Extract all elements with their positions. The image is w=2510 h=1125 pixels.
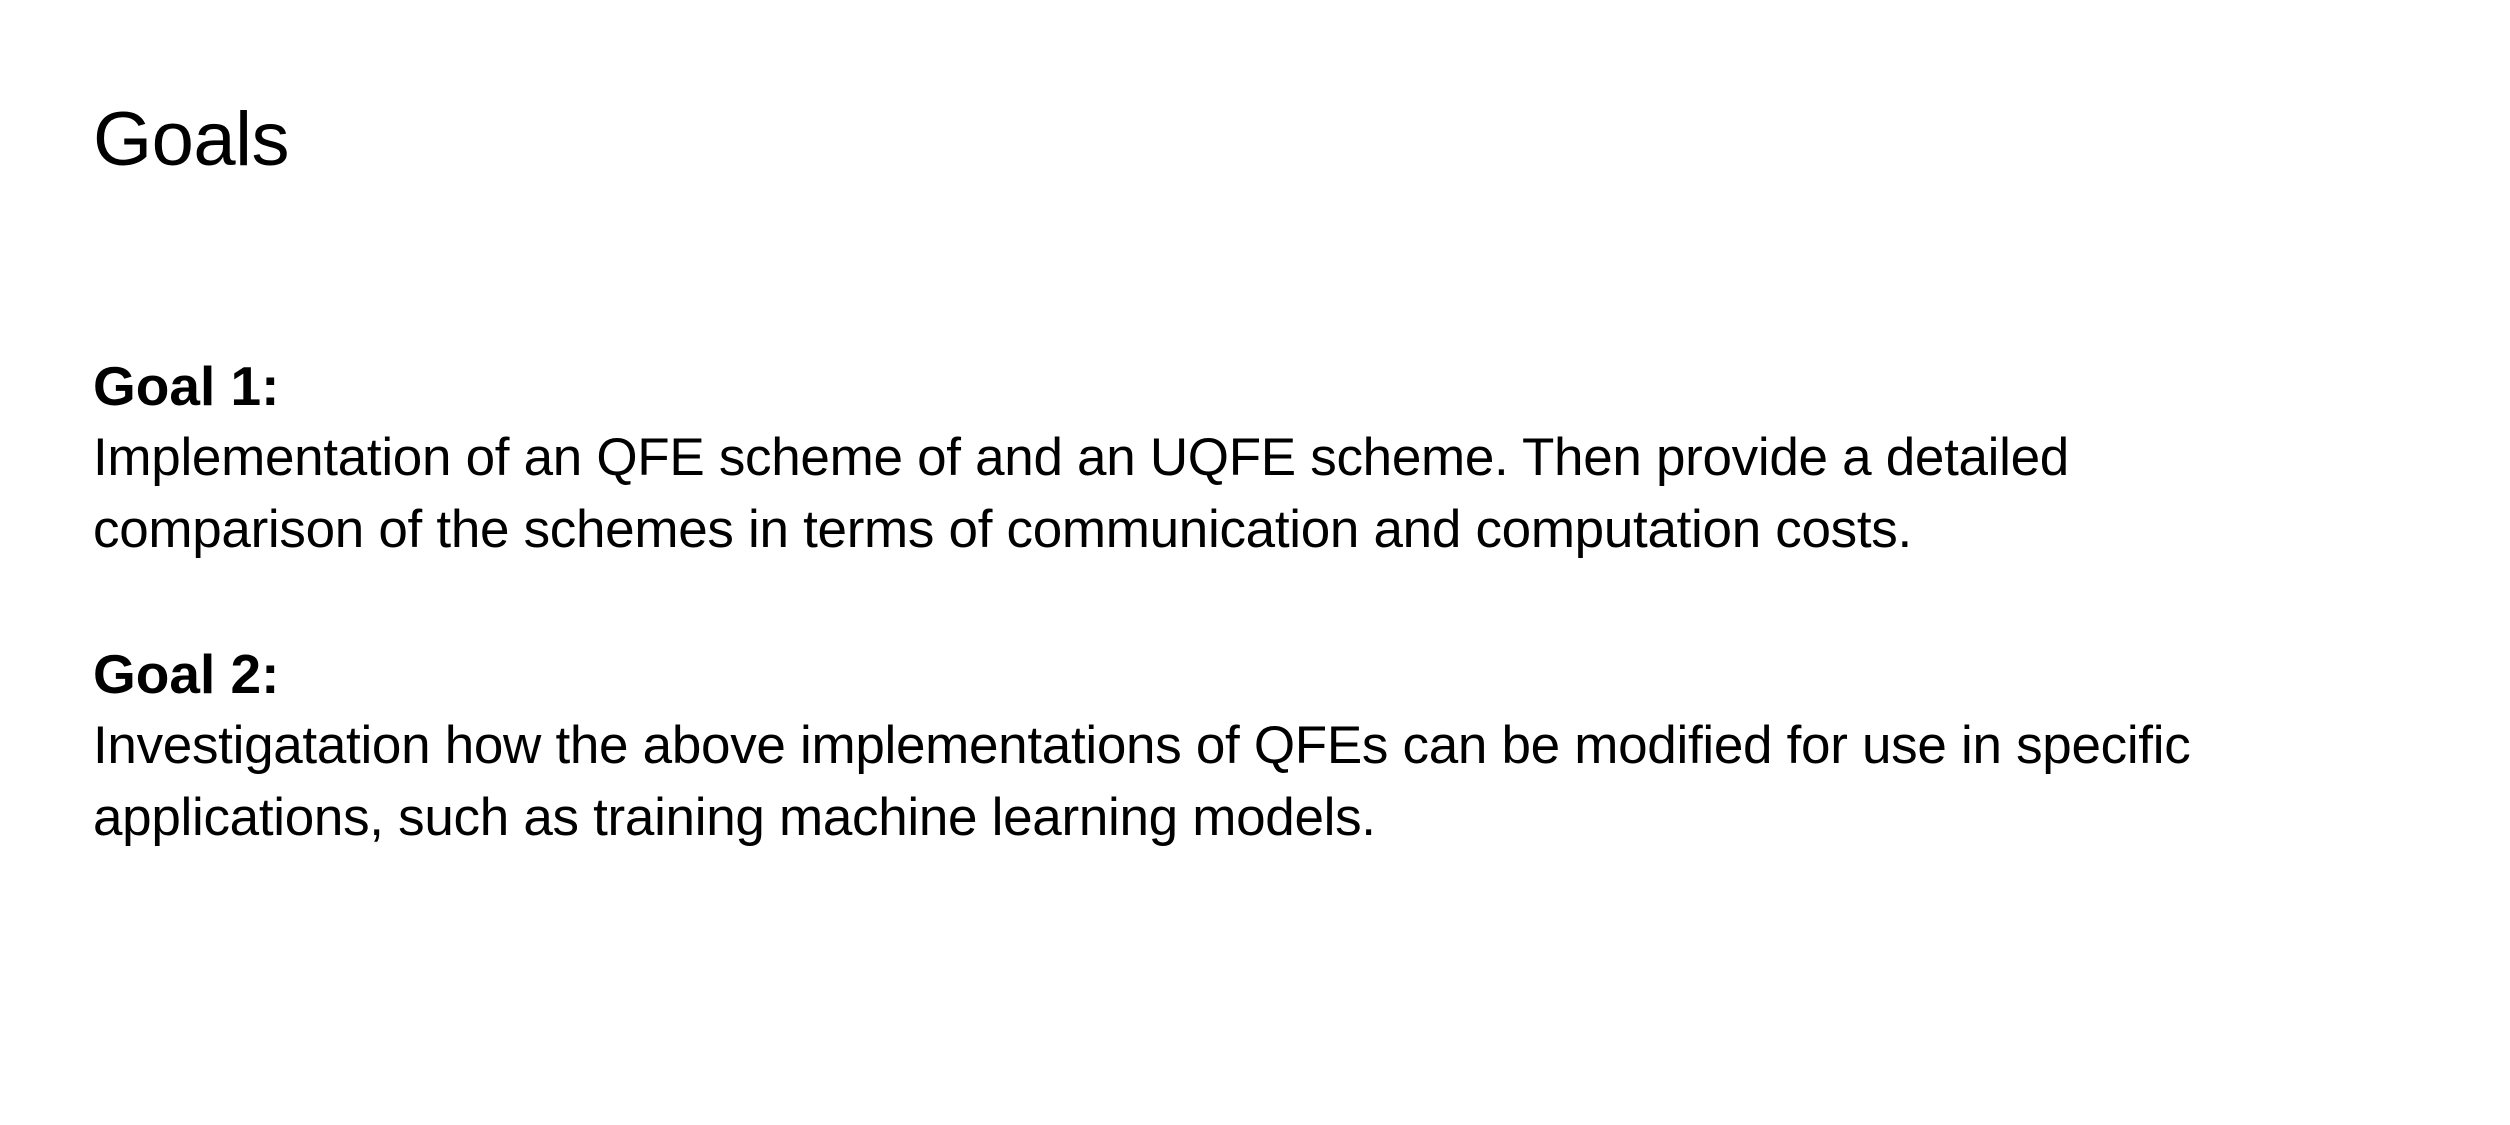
goal-1-text-line-1: Implementation of an QFE scheme of and a… — [93, 428, 2069, 487]
goal-1-text: Implementation of an QFE scheme of and a… — [93, 422, 2433, 566]
goal-1-section: Goal 1: Implementation of an QFE scheme … — [93, 350, 2433, 566]
slide-title: Goals — [93, 97, 290, 182]
goal-2-text: Investigatation how the above implementa… — [93, 710, 2433, 854]
goal-1-heading: Goal 1: — [93, 355, 280, 417]
goal-2-text-line-2: applications, such as training machine l… — [93, 788, 1376, 847]
goal-1-text-line-2: comparison of the schemes in terms of co… — [93, 500, 1912, 559]
goal-2-section: Goal 2: Investigatation how the above im… — [93, 638, 2433, 854]
goal-2-text-line-1: Investigatation how the above implementa… — [93, 716, 2191, 775]
goal-2-heading: Goal 2: — [93, 643, 280, 705]
